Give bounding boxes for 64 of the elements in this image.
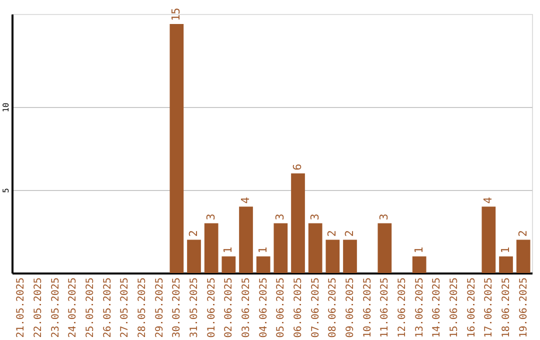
x-tick-label: 13.06.2025 bbox=[414, 278, 426, 338]
data-label: 6 bbox=[291, 164, 304, 170]
bar bbox=[256, 256, 270, 273]
x-tick-label: 31.05.2025 bbox=[189, 278, 200, 338]
x-tick-label: 15.06.2025 bbox=[449, 278, 460, 338]
x-tick-label: 16.06.2025 bbox=[466, 278, 478, 338]
x-tick-label: 22.05.2025 bbox=[33, 278, 44, 338]
data-label: 15 bbox=[170, 8, 183, 21]
data-label: 2 bbox=[187, 230, 200, 237]
data-label: 2 bbox=[343, 230, 356, 237]
x-tick-label: 02.06.2025 bbox=[224, 278, 235, 338]
bar bbox=[499, 256, 513, 273]
data-label: 1 bbox=[256, 246, 270, 254]
bar bbox=[308, 223, 322, 273]
bar bbox=[343, 240, 357, 273]
x-tick-label: 14.06.2025 bbox=[432, 278, 443, 338]
bar bbox=[274, 223, 288, 273]
data-label: 2 bbox=[326, 230, 339, 237]
x-tick-label: 17.06.2025 bbox=[484, 278, 495, 338]
x-tick-label: 06.06.2025 bbox=[293, 278, 304, 338]
data-label: 1 bbox=[412, 246, 426, 254]
bar bbox=[378, 223, 392, 273]
x-tick-label: 19.06.2025 bbox=[518, 278, 530, 338]
x-tick-label: 18.06.2025 bbox=[501, 278, 512, 338]
bar bbox=[170, 24, 184, 273]
bar bbox=[187, 240, 201, 273]
data-label: 1 bbox=[499, 246, 512, 254]
bar bbox=[326, 240, 340, 273]
data-label: 3 bbox=[308, 214, 322, 220]
x-tick-label: 21.05.2025 bbox=[16, 278, 27, 338]
bar bbox=[204, 223, 218, 273]
data-label: 3 bbox=[204, 214, 218, 220]
x-tick-label: 24.05.2025 bbox=[68, 278, 79, 338]
x-tick-label: 30.05.2025 bbox=[172, 278, 183, 338]
x-tick-label: 04.06.2025 bbox=[258, 278, 270, 338]
x-tick-label: 27.05.2025 bbox=[120, 278, 131, 338]
bar bbox=[516, 240, 530, 273]
x-tick-label: 09.06.2025 bbox=[345, 278, 356, 338]
bar bbox=[412, 256, 426, 273]
data-label: 3 bbox=[274, 214, 287, 220]
x-tick-label: 05.06.2025 bbox=[276, 278, 287, 338]
y-tick-label: 5 bbox=[2, 188, 10, 193]
y-tick-label: 10 bbox=[2, 102, 10, 112]
x-tick-label: 29.05.2025 bbox=[154, 278, 166, 338]
x-tick-label: 07.06.2025 bbox=[310, 278, 322, 338]
data-label: 4 bbox=[239, 196, 252, 204]
x-tick-label: 03.06.2025 bbox=[241, 278, 252, 338]
data-label: 3 bbox=[378, 214, 391, 220]
data-label: 1 bbox=[222, 246, 235, 254]
x-tick-label: 10.06.2025 bbox=[362, 278, 374, 338]
x-tick-label: 01.06.2025 bbox=[206, 278, 218, 338]
bar bbox=[291, 173, 305, 273]
bar bbox=[239, 206, 253, 273]
data-label: 4 bbox=[482, 196, 495, 204]
x-tick-label: 25.05.2025 bbox=[85, 278, 96, 338]
x-tick-label: 26.05.2025 bbox=[102, 278, 114, 338]
x-tick-label: 23.05.2025 bbox=[50, 278, 62, 338]
x-tick-label: 11.06.2025 bbox=[380, 278, 391, 338]
data-label: 2 bbox=[516, 230, 530, 237]
bar bbox=[482, 206, 496, 273]
bar bbox=[222, 256, 236, 273]
x-tick-label: 08.06.2025 bbox=[328, 278, 339, 338]
x-tick-label: 12.06.2025 bbox=[397, 278, 408, 338]
x-tick-label: 28.05.2025 bbox=[137, 278, 148, 338]
